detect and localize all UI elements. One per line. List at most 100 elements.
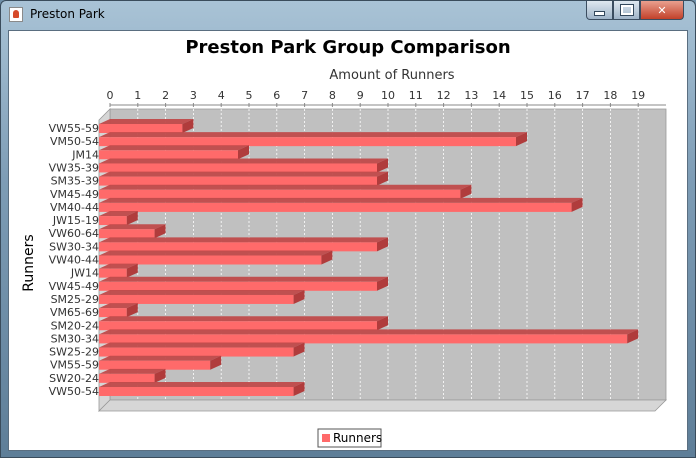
- bar-side: [126, 211, 138, 226]
- y-tick-label: SW20-24: [49, 372, 99, 385]
- bar-side: [182, 119, 194, 133]
- y-tick-label: VW60-64: [49, 227, 99, 240]
- close-button[interactable]: ✕: [640, 1, 684, 20]
- chart-panel: Preston Park Group Comparison Amount of R…: [8, 30, 688, 451]
- y-tick-label: VM50-54: [50, 135, 99, 148]
- bar-side: [126, 303, 138, 318]
- bar: [99, 202, 572, 212]
- title-bar[interactable]: Preston Park ✕: [1, 1, 695, 29]
- bar-side: [154, 368, 166, 383]
- bar-top-face: [99, 211, 138, 217]
- bar-top-face: [99, 368, 166, 374]
- bar: [99, 229, 155, 239]
- bar: [99, 321, 377, 331]
- y-tick-label: VW40-44: [49, 254, 99, 267]
- x-tick-label: 10: [381, 89, 395, 102]
- x-tick-label: 19: [631, 89, 645, 102]
- bar: [99, 176, 377, 186]
- legend-label: Runners: [333, 431, 382, 445]
- bar-side: [293, 382, 305, 396]
- bar-side: [321, 250, 333, 265]
- y-tick-label: VM55-59: [50, 359, 99, 372]
- x-tick-label: 12: [437, 89, 451, 102]
- bar-side: [627, 329, 639, 344]
- bar: [99, 308, 127, 318]
- y-tick-label: SW30-34: [49, 240, 99, 253]
- legend-box: [317, 428, 382, 448]
- bar-side: [377, 276, 388, 291]
- bar-side: [154, 224, 166, 239]
- y-tick-label: SW25-29: [49, 346, 99, 359]
- x-tick-label: 18: [603, 89, 617, 102]
- x-tick-label: 3: [190, 89, 197, 102]
- bar-top-face: [99, 382, 305, 387]
- bar-side: [516, 132, 527, 147]
- x-tick-label: 0: [107, 89, 114, 102]
- minimize-button[interactable]: [586, 1, 613, 20]
- bar: [99, 242, 377, 252]
- bar-top-face: [99, 276, 388, 282]
- legend-swatch: [322, 434, 330, 442]
- x-axis-label: Amount of Runners: [329, 68, 454, 83]
- bar-side: [126, 263, 138, 278]
- bar-top-face: [99, 184, 472, 190]
- bar-side: [293, 342, 305, 357]
- bar-side: [210, 355, 222, 370]
- y-tick-label: VW35-39: [49, 161, 99, 174]
- bar-top-face: [99, 158, 388, 164]
- y-tick-label: VM65-69: [50, 306, 99, 319]
- bar-side: [377, 171, 388, 186]
- y-tick-label: JM14: [71, 148, 99, 161]
- x-tick-label: 9: [357, 89, 364, 102]
- bar: [99, 150, 238, 160]
- y-tick-label: SM35-39: [51, 175, 99, 188]
- y-tick-label: VM40-44: [50, 201, 99, 214]
- bar-top-face: [99, 289, 305, 295]
- bar-chart: Preston Park Group Comparison Amount of R…: [21, 37, 667, 448]
- bar-top-face: [99, 355, 222, 361]
- maximize-button[interactable]: [613, 1, 640, 20]
- plot-floor: [98, 399, 667, 412]
- y-tick-label: SM30-34: [51, 332, 99, 345]
- x-tick-label: 17: [576, 89, 590, 102]
- bar: [99, 268, 127, 278]
- y-tick-label: JW14: [70, 267, 99, 280]
- window-title: Preston Park: [30, 7, 105, 21]
- bar-top-face: [99, 237, 388, 243]
- x-tick-label: 6: [273, 89, 280, 102]
- x-tick-label: 1: [134, 89, 141, 102]
- bar: [99, 163, 377, 173]
- y-tick-label: VW50-54: [49, 385, 99, 398]
- bar-top-face: [99, 263, 138, 269]
- bar-top-face: [99, 224, 166, 230]
- y-tick-label: VM45-49: [50, 188, 99, 201]
- bar: [99, 360, 211, 370]
- y-tick-label: VW45-49: [49, 280, 99, 293]
- bar: [99, 347, 294, 357]
- x-tick-label: 7: [301, 89, 308, 102]
- bar: [99, 216, 127, 226]
- bar-top-face: [99, 197, 583, 203]
- bar-top-face: [99, 119, 194, 124]
- bar-top-face: [99, 171, 388, 177]
- bar-top-face: [99, 145, 249, 151]
- bar-top-face: [99, 316, 388, 322]
- x-tick-label: 13: [464, 89, 478, 102]
- bar-side: [238, 145, 249, 160]
- bar: [99, 124, 183, 133]
- x-tick-label: 2: [162, 89, 169, 102]
- bar-top-face: [99, 329, 639, 335]
- x-tick-label: 8: [329, 89, 336, 102]
- bar-top-face: [99, 250, 333, 256]
- bar: [99, 255, 322, 265]
- bar: [99, 137, 516, 147]
- chart-title: Preston Park Group Comparison: [185, 37, 510, 58]
- bar-top-face: [99, 132, 527, 138]
- x-tick-label: 15: [520, 89, 534, 102]
- x-tick-label: 5: [246, 89, 253, 102]
- bar-side: [293, 289, 305, 304]
- x-tick-label: 14: [492, 89, 506, 102]
- bar-top-face: [99, 303, 138, 309]
- bar-top-face: [99, 342, 305, 348]
- bar-side: [571, 197, 583, 212]
